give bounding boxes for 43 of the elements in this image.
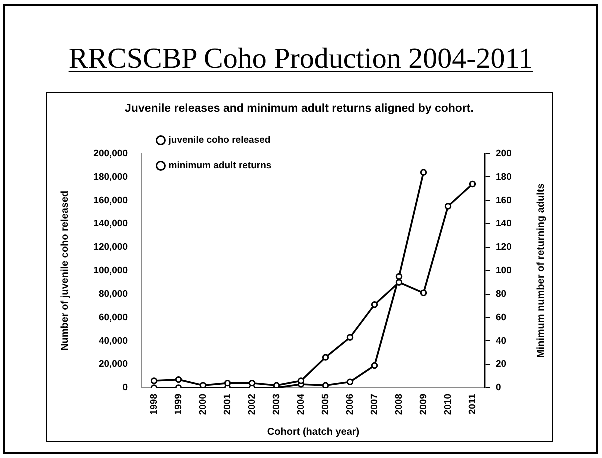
y2-tick-label: 120 (496, 242, 512, 254)
y-tick-label: 40,000 (98, 336, 128, 347)
y-tick-label: 160,000 (94, 195, 128, 206)
legend-label: minimum adult returns (168, 160, 272, 172)
x-tick-label: 2004 (296, 393, 307, 416)
y2-tick-label: 180 (496, 172, 512, 183)
x-axis-title: Cohort (hatch year) (267, 426, 360, 438)
x-tick-label: 1998 (148, 394, 160, 416)
x-tick-label: 2010 (442, 394, 454, 416)
y2-tick-label: 200 (496, 148, 512, 160)
y2-axis-title: Minimum number of returning adults (536, 183, 547, 358)
y2-tick-label: 40 (496, 336, 507, 347)
x-tick-label: 2006 (344, 394, 356, 416)
y2-tick-label: 100 (496, 266, 512, 277)
x-tick-label: 2007 (369, 394, 380, 416)
y-tick-label: 140,000 (94, 218, 128, 230)
y2-tick-label: 20 (496, 359, 507, 370)
chart-subtitle: Juvenile releases and minimum adult returns aligned by cohort. (125, 103, 474, 116)
y-tick-label: 0 (122, 382, 128, 394)
x-tick-label: 1999 (173, 394, 184, 416)
y2-tick-label: 60 (496, 312, 507, 324)
legend-label: juvenile coho released (168, 135, 271, 146)
y2-tick-label: 0 (496, 382, 502, 394)
y-tick-label: 180,000 (94, 172, 128, 183)
y2-tick-label: 160 (496, 195, 512, 206)
y-tick-label: 200,000 (94, 148, 128, 160)
y-tick-label: 20,000 (98, 359, 128, 370)
x-tick-label: 2009 (418, 394, 430, 416)
y-axis-title: Number of juvenile coho released (60, 190, 71, 351)
chart-title: RRCSCBP Coho Production 2004-2011 (68, 43, 534, 75)
y2-tick-label: 80 (496, 288, 507, 300)
y-tick-label: 80,000 (98, 288, 128, 300)
y-tick-label: 100,000 (94, 266, 128, 277)
y2-tick-label: 140 (496, 218, 512, 230)
x-tick-label: 2005 (320, 393, 332, 416)
x-tick-label: 2001 (222, 393, 234, 416)
x-tick-label: 2003 (271, 394, 282, 416)
x-tick-label: 2000 (198, 394, 209, 416)
y-tick-label: 120,000 (94, 242, 128, 254)
x-tick-label: 2002 (246, 394, 258, 416)
y-tick-label: 60,000 (98, 312, 128, 324)
x-tick-label: 2008 (394, 394, 405, 416)
x-tick-label: 2011 (467, 393, 478, 415)
